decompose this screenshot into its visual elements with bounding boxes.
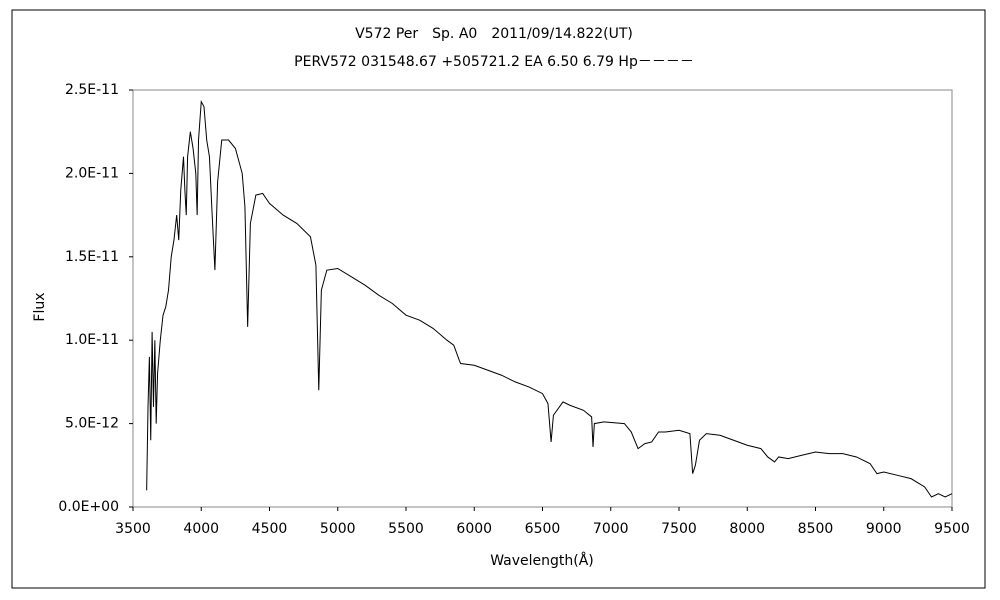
- x-tick-label: 9000: [866, 521, 902, 537]
- y-tick-label: 0.0E+00: [58, 499, 119, 515]
- chart-subtitle: PERV572 031548.67 +505721.2 EA 6.50 6.79…: [294, 54, 694, 70]
- chart-title: V572 Per Sp. A0 2011/09/14.822(UT): [355, 26, 633, 42]
- x-tick-label: 8000: [729, 521, 765, 537]
- x-axis-label: Wavelength(Å): [490, 552, 594, 569]
- y-tick-label: 2.0E-11: [65, 165, 119, 181]
- x-tick-label: 5500: [388, 521, 424, 537]
- x-tick-label: 6500: [525, 521, 561, 537]
- x-tick-label: 5000: [320, 521, 356, 537]
- x-tick-label: 3500: [115, 521, 151, 537]
- y-tick-label: 1.5E-11: [65, 249, 119, 265]
- y-axis-label: Flux: [32, 292, 48, 321]
- y-tick-label: 2.5E-11: [65, 82, 119, 98]
- x-tick-label: 8500: [798, 521, 834, 537]
- chart-border: [11, 9, 986, 589]
- x-tick-label: 7000: [593, 521, 629, 537]
- y-tick-label: 1.0E-11: [65, 332, 119, 348]
- x-tick-label: 9500: [934, 521, 970, 537]
- x-tick-label: 6000: [456, 521, 492, 537]
- spectrum-line: [146, 99, 953, 498]
- x-tick-label: 4500: [252, 521, 288, 537]
- y-tick-label: 5.0E-12: [65, 416, 119, 432]
- x-tick-label: 4000: [183, 521, 219, 537]
- x-tick-label: 7500: [661, 521, 697, 537]
